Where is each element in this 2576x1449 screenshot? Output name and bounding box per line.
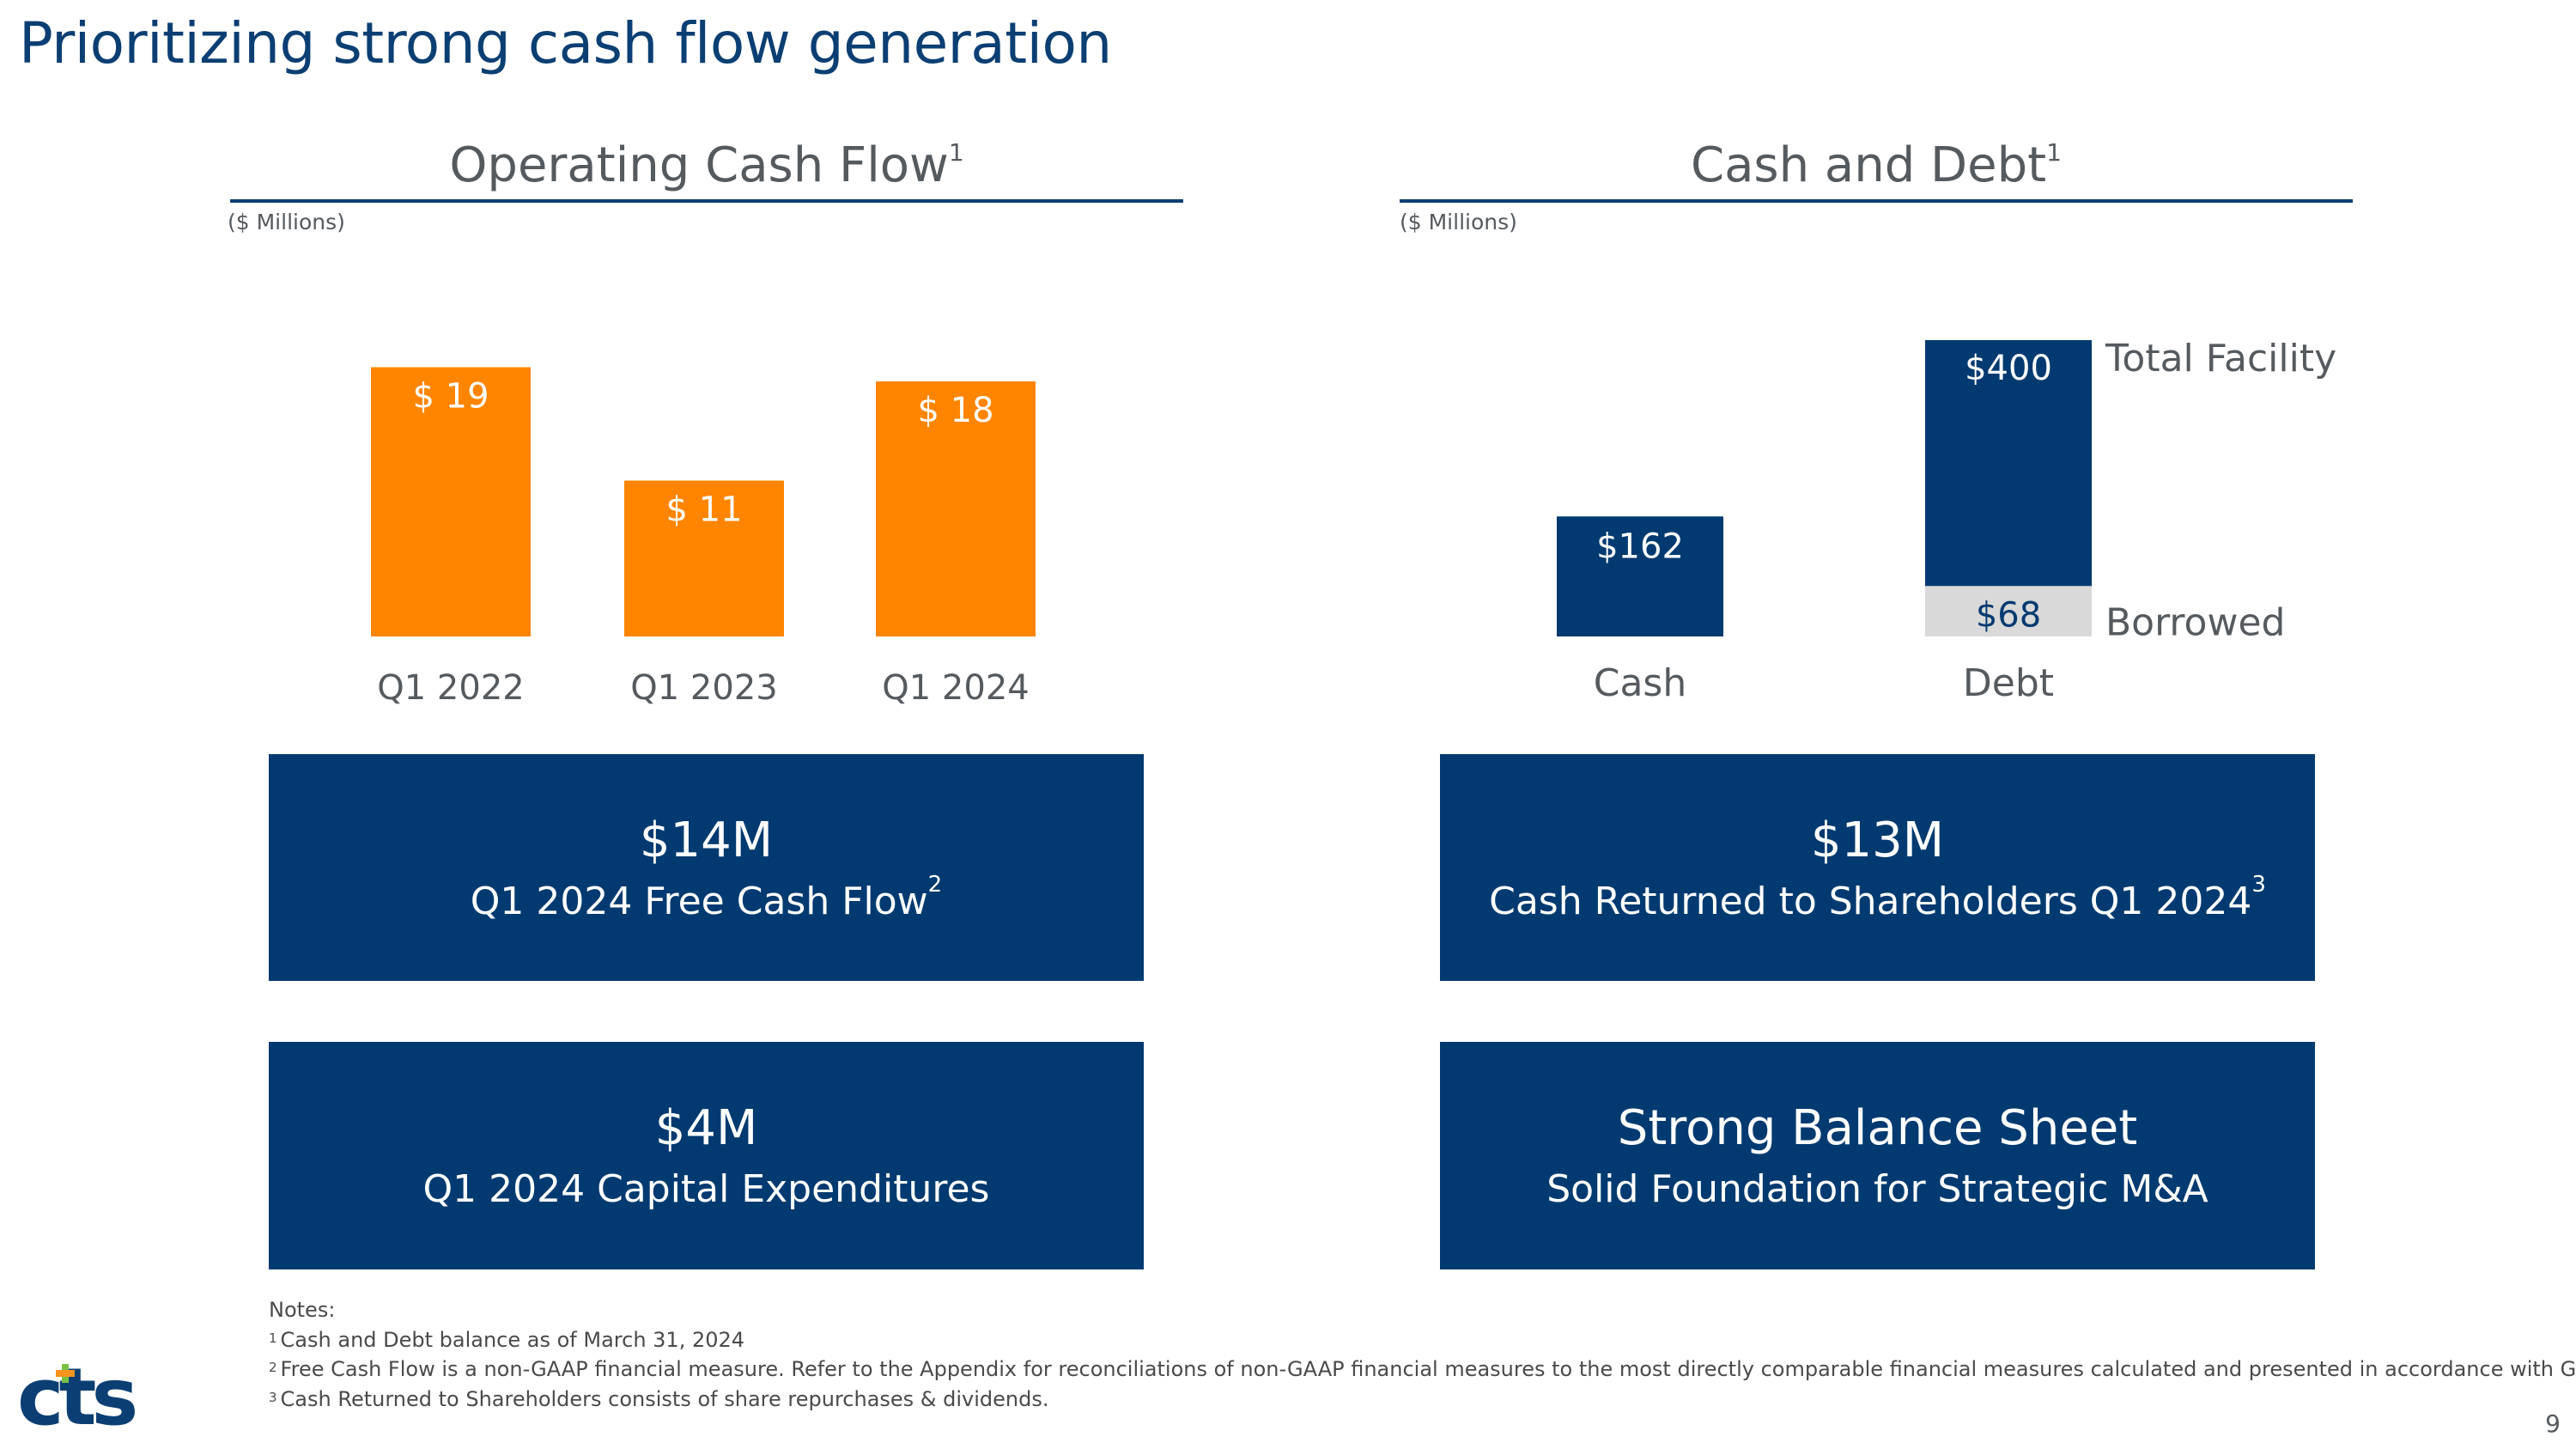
cash-debt-units-label: ($ Millions) (1400, 210, 1517, 234)
panel-value: Strong Balance Sheet (1617, 1100, 2138, 1156)
panel-label: Q1 2024 Free Cash Flow (470, 880, 928, 923)
panel-label-wrap: Cash Returned to Shareholders Q1 20243 (1440, 872, 2315, 923)
panel-footnote: 3 (2251, 872, 2266, 898)
ocf-chart: $ 19 Q1 2022 $ 11 Q1 2023 $ 18 Q1 2024 (371, 367, 1036, 708)
total-facility-bar-label: $400 (1965, 349, 2052, 388)
cash-category-label: Cash (1594, 661, 1687, 705)
footnote-text: Free Cash Flow is a non-GAAP financial m… (280, 1357, 2576, 1381)
cts-logo: cts (17, 1362, 141, 1431)
cash-bar-label: $162 (1596, 527, 1684, 566)
panel-value: $13M (1810, 813, 1945, 868)
logo-accent-orange (56, 1370, 75, 1377)
debt-category-label: Debt (1963, 661, 2054, 705)
ocf-bar (876, 381, 1036, 636)
cash-returned-panel: $13M Cash Returned to Shareholders Q1 20… (1440, 754, 2315, 981)
panel-label-wrap: Q1 2024 Free Cash Flow2 (269, 872, 1144, 923)
slide-title: Prioritizing strong cash flow generation (19, 10, 1112, 76)
footnote-3: 3 Cash Returned to Shareholders consists … (269, 1385, 2576, 1415)
footnote-number: 1 (269, 1330, 277, 1346)
total-facility-bar (1925, 340, 2092, 587)
cash-debt-title-rule (1400, 199, 2353, 203)
cash-debt-chart-title-text: Cash and Debt (1691, 137, 2047, 193)
cash-debt-chart-title: Cash and Debt1 (1400, 137, 2353, 193)
footnote-number: 2 (269, 1360, 277, 1375)
panel-label: Q1 2024 Capital Expenditures (422, 1167, 990, 1211)
panel-footnote: 2 (927, 872, 943, 898)
panel-label: Cash Returned to Shareholders Q1 2024 (1489, 880, 2252, 923)
borrowed-bar-label: $68 (1976, 595, 2041, 635)
capex-panel: $4M Q1 2024 Capital Expenditures (269, 1042, 1144, 1269)
ocf-category-label: Q1 2024 (882, 668, 1029, 708)
ocf-title-rule (230, 199, 1183, 203)
panel-label: Solid Foundation for Strategic M&A (1546, 1167, 2208, 1211)
ocf-bar (371, 367, 531, 636)
panel-value: $4M (654, 1100, 758, 1156)
ocf-units-label: ($ Millions) (228, 210, 345, 234)
notes-heading: Notes: (269, 1298, 336, 1322)
ocf-bar-label: $ 18 (917, 391, 993, 430)
cash-debt-chart: $162 $400 $68 Total Facility Borrowed Cash Deb… (1557, 337, 2336, 705)
footnote-2: 2 Free Cash Flow is a non-GAAP financial … (269, 1355, 2576, 1385)
footnote-text: Cash Returned to Shareholders consists o… (280, 1386, 1049, 1411)
logo-wordmark: cts (17, 1362, 136, 1431)
free-cash-flow-panel: $14M Q1 2024 Free Cash Flow2 (269, 754, 1144, 981)
borrowed-bar (1925, 586, 2092, 636)
ocf-bar (624, 480, 784, 636)
page-number: 9 (2545, 1409, 2561, 1438)
footnote-number: 3 (269, 1389, 277, 1405)
ocf-chart-title: Operating Cash Flow1 (230, 137, 1183, 193)
ocf-chart-title-text: Operating Cash Flow (449, 137, 949, 193)
ocf-title-footnote: 1 (948, 138, 964, 167)
ocf-category-label: Q1 2023 (630, 668, 777, 708)
ocf-bar-label: $ 19 (412, 377, 489, 417)
panel-value: $14M (639, 813, 774, 868)
borrowed-series-label: Borrowed (2105, 600, 2285, 644)
cash-bar (1557, 516, 1723, 636)
balance-sheet-panel: Strong Balance Sheet Solid Foundation fo… (1440, 1042, 2315, 1269)
footnote-1: 1 Cash and Debt balance as of March 31, 2… (269, 1325, 2576, 1355)
footnotes: Notes: 1 Cash and Debt balance as of Marc… (269, 1295, 2576, 1414)
footnote-text: Cash and Debt balance as of March 31, 20… (280, 1327, 745, 1352)
total-facility-series-label: Total Facility (2105, 337, 2336, 381)
ocf-bar-label: $ 11 (665, 490, 742, 530)
cash-debt-title-footnote: 1 (2046, 138, 2062, 167)
ocf-category-label: Q1 2022 (377, 668, 524, 708)
